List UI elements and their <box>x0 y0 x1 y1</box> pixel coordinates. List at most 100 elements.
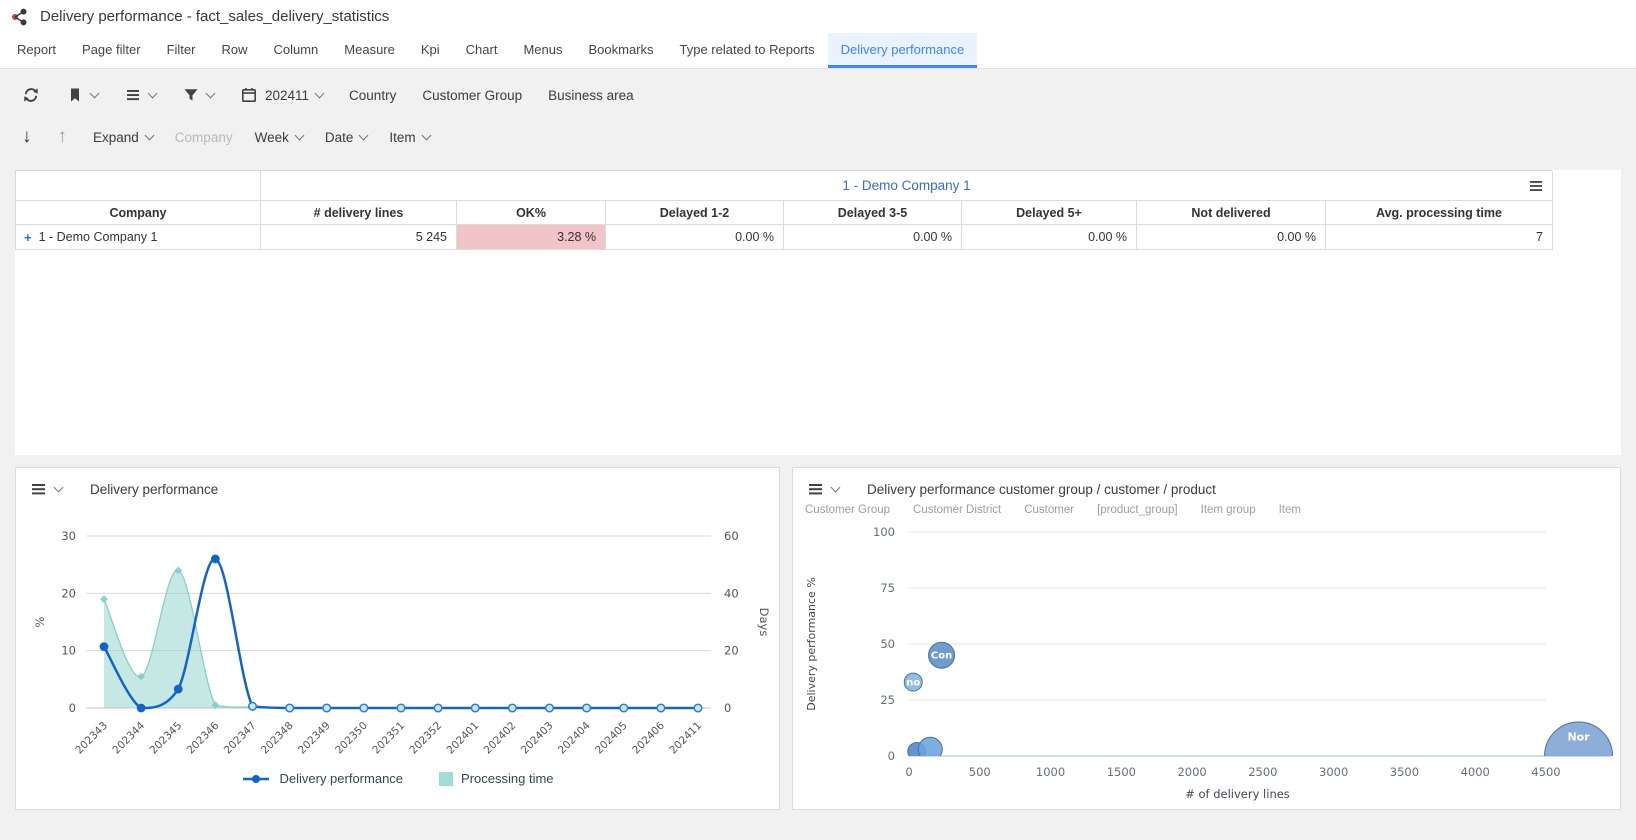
col-header-delayed-5plus[interactable]: Delayed 5+ <box>962 201 1137 225</box>
drill-up-button[interactable]: ↑ <box>57 126 68 147</box>
week-dropdown[interactable]: Week <box>255 130 305 145</box>
period-value: 202411 <box>265 87 310 103</box>
col-header-delivery-lines[interactable]: # delivery lines <box>261 201 457 225</box>
right-chart-menu-button[interactable] <box>807 480 841 498</box>
tab-filter[interactable]: Filter <box>166 41 196 57</box>
svg-text:0: 0 <box>69 701 76 715</box>
left-chart-menu-button[interactable] <box>30 480 64 498</box>
col-header-avg-processing-time[interactable]: Avg. processing time <box>1326 201 1553 225</box>
item-label: Item <box>389 129 416 145</box>
arrow-down-icon: ↓ <box>22 126 32 147</box>
delayed-5plus-cell: 0.00 % <box>962 225 1137 250</box>
chevron-down-icon <box>89 88 100 99</box>
customer-group-scatter-panel: Delivery performance customer group / cu… <box>792 467 1621 810</box>
svg-text:202344: 202344 <box>110 719 147 756</box>
drill-customer-group[interactable]: Customer Group <box>805 504 891 516</box>
svg-text:202401: 202401 <box>445 720 482 757</box>
primary-toolbar: 202411 Country Customer Group Business a… <box>22 86 634 104</box>
app-cluster-icon <box>12 8 27 25</box>
business-area-filter-button[interactable]: Business area <box>548 87 634 103</box>
svg-text:1000: 1000 <box>1036 765 1065 779</box>
delayed-3-5-cell: 0.00 % <box>784 225 962 250</box>
item-dropdown[interactable]: Item <box>389 129 432 145</box>
svg-text:40: 40 <box>724 586 739 600</box>
expand-dropdown[interactable]: Expand <box>93 130 155 145</box>
legend-label: Processing time <box>461 771 554 786</box>
svg-text:20: 20 <box>61 586 76 600</box>
left-chart-title: Delivery performance <box>90 481 219 497</box>
area-swatch-icon <box>439 771 454 786</box>
tab-report[interactable]: Report <box>17 41 57 57</box>
table-menu-icon[interactable] <box>1528 178 1544 194</box>
svg-text:202405: 202405 <box>593 720 630 757</box>
drill-item-group[interactable]: Item group <box>1200 504 1256 516</box>
chevron-down-icon <box>147 88 158 99</box>
tab-bookmarks[interactable]: Bookmarks <box>588 41 654 57</box>
drill-down-button[interactable]: ↓ <box>22 126 32 147</box>
menu-icon <box>32 484 45 495</box>
customer-group-filter-button[interactable]: Customer Group <box>422 87 523 103</box>
col-header-delayed-3-5[interactable]: Delayed 3-5 <box>784 201 962 225</box>
svg-text:202347: 202347 <box>222 720 259 757</box>
svg-text:3000: 3000 <box>1319 765 1348 779</box>
bookmark-dropdown[interactable] <box>66 86 100 104</box>
svg-text:202404: 202404 <box>556 719 593 756</box>
row-company-cell: + 1 - Demo Company 1 <box>16 225 261 250</box>
refresh-button[interactable] <box>22 86 40 104</box>
svg-text:Con: Con <box>931 651 952 662</box>
svg-text:202346: 202346 <box>185 719 222 756</box>
svg-text:Days: Days <box>757 608 771 637</box>
svg-text:Nor: Nor <box>1567 731 1590 744</box>
chevron-down-icon <box>144 130 155 141</box>
expand-row-button[interactable]: + <box>24 229 32 245</box>
legend-processing-time[interactable]: Processing time <box>439 771 554 786</box>
tab-delivery-performance[interactable]: Delivery performance <box>827 33 978 68</box>
drill-item[interactable]: Item <box>1278 504 1301 516</box>
legend-delivery-performance[interactable]: Delivery performance <box>241 771 403 786</box>
tab-kpi[interactable]: Kpi <box>420 41 440 57</box>
svg-text:500: 500 <box>969 765 991 779</box>
svg-text:4000: 4000 <box>1461 765 1490 779</box>
tab-row[interactable]: Row <box>221 41 248 57</box>
arrow-up-icon: ↑ <box>57 126 68 147</box>
drill-product-group[interactable]: [product_group] <box>1097 504 1178 516</box>
company-button[interactable]: Company <box>174 129 233 145</box>
svg-text:Delivery performance %: Delivery performance % <box>805 577 818 711</box>
col-header-company[interactable]: Company <box>16 201 261 225</box>
svg-text:3500: 3500 <box>1390 765 1419 779</box>
drill-customer[interactable]: Customer <box>1024 504 1075 516</box>
chevron-down-icon <box>421 130 432 141</box>
chevron-down-icon <box>53 482 64 493</box>
svg-text:no: no <box>906 678 920 689</box>
period-selector[interactable]: 202411 <box>240 86 325 104</box>
ok-pct-cell: 3.28 % <box>457 225 606 250</box>
refresh-icon <box>24 88 38 102</box>
layout-menu-dropdown[interactable] <box>124 86 158 104</box>
delivery-lines-cell: 5 245 <box>261 225 457 250</box>
tab-column[interactable]: Column <box>273 41 319 57</box>
svg-text:10: 10 <box>61 644 76 658</box>
tab-page-filter[interactable]: Page filter <box>82 41 141 57</box>
svg-text:202345: 202345 <box>148 720 185 757</box>
svg-text:# of delivery lines: # of delivery lines <box>1185 787 1290 801</box>
filter-dropdown[interactable] <box>182 86 216 104</box>
tab-chart[interactable]: Chart <box>465 41 498 57</box>
drill-customer-district[interactable]: Customer District <box>913 504 1002 516</box>
svg-text:202349: 202349 <box>296 720 333 757</box>
date-dropdown[interactable]: Date <box>324 129 369 145</box>
date-label: Date <box>324 129 354 145</box>
company-name: 1 - Demo Company 1 <box>38 230 158 244</box>
svg-text:50: 50 <box>880 637 895 651</box>
drill-level-breadcrumb: Customer Group Customer District Custome… <box>793 500 1620 520</box>
col-header-delayed-1-2[interactable]: Delayed 1-2 <box>606 201 784 225</box>
tab-measure[interactable]: Measure <box>344 41 395 57</box>
svg-text:202350: 202350 <box>333 720 370 757</box>
col-header-ok-pct[interactable]: OK% <box>457 201 606 225</box>
tab-menus[interactable]: Menus <box>523 41 563 57</box>
col-header-not-delivered[interactable]: Not delivered <box>1137 201 1326 225</box>
svg-text:202352: 202352 <box>407 720 444 757</box>
svg-text:75: 75 <box>880 581 895 595</box>
country-filter-button[interactable]: Country <box>349 87 397 103</box>
table-group-header[interactable]: 1 - Demo Company 1 <box>261 171 1553 201</box>
tab-type-related-to-reports[interactable]: Type related to Reports <box>679 41 815 57</box>
